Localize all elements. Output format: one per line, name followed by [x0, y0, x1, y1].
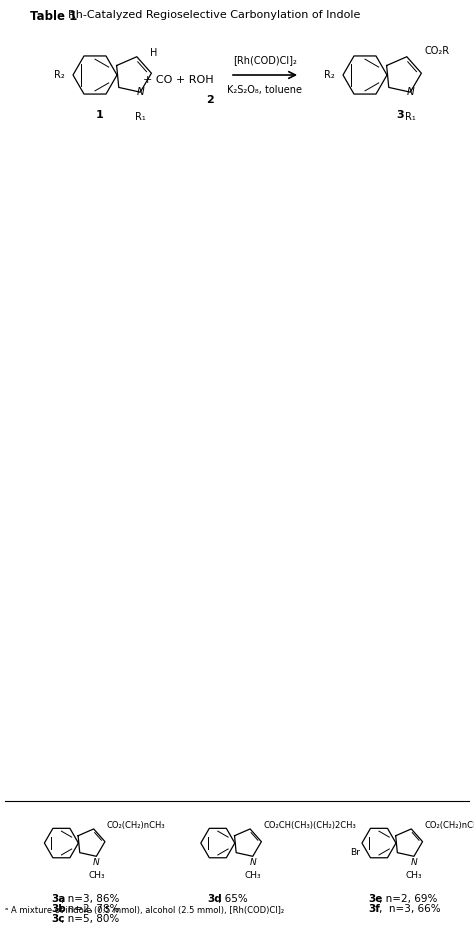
- Text: 3c: 3c: [51, 914, 64, 924]
- Text: N: N: [406, 87, 414, 97]
- Text: Br: Br: [350, 848, 360, 857]
- Text: + CO + ROH: + CO + ROH: [143, 75, 213, 85]
- Text: CO₂(CH₂)nCH₃: CO₂(CH₂)nCH₃: [425, 821, 474, 830]
- Text: 3d: 3d: [207, 894, 222, 904]
- Text: , n=2, 78%: , n=2, 78%: [61, 904, 119, 914]
- Text: K₂S₂O₈, toluene: K₂S₂O₈, toluene: [228, 85, 302, 95]
- Text: 3: 3: [396, 109, 404, 119]
- Text: 3b: 3b: [51, 904, 65, 914]
- Text: R₁: R₁: [405, 112, 416, 122]
- Text: ,  n=3, 66%: , n=3, 66%: [379, 904, 440, 914]
- Text: CO₂(CH₂)nCH₃: CO₂(CH₂)nCH₃: [107, 821, 165, 830]
- Text: , n=3, 86%: , n=3, 86%: [61, 894, 119, 904]
- Text: N: N: [93, 858, 100, 868]
- Text: CH₃: CH₃: [245, 870, 261, 880]
- Text: 3a: 3a: [51, 894, 65, 904]
- Text: N: N: [410, 858, 417, 868]
- Text: CO₂R: CO₂R: [424, 46, 449, 56]
- Text: 3f: 3f: [368, 904, 380, 914]
- Text: N: N: [249, 858, 256, 868]
- Text: R₂: R₂: [324, 70, 335, 80]
- Text: H: H: [150, 48, 157, 58]
- Text: CH₃: CH₃: [88, 870, 105, 880]
- Text: 1: 1: [96, 109, 104, 119]
- Text: CH₃: CH₃: [406, 870, 422, 880]
- Text: , 65%: , 65%: [218, 894, 247, 904]
- Text: R₂: R₂: [55, 70, 65, 80]
- Text: Rh-Catalyzed Regioselective Carbonylation of Indole: Rh-Catalyzed Regioselective Carbonylatio…: [68, 10, 360, 20]
- Text: 3e: 3e: [368, 894, 383, 904]
- Text: CO₂CH(CH₃)(CH₂)2CH₃: CO₂CH(CH₃)(CH₂)2CH₃: [264, 821, 356, 830]
- Text: Table 1: Table 1: [30, 10, 77, 23]
- Text: R₁: R₁: [135, 112, 146, 122]
- Text: ᵃ A mixture of indole (0.5 mmol), alcohol (2.5 mmol), [Rh(COD)Cl]₂: ᵃ A mixture of indole (0.5 mmol), alcoho…: [5, 907, 284, 916]
- Text: , n=2, 69%: , n=2, 69%: [379, 894, 437, 904]
- Text: , n=5, 80%: , n=5, 80%: [61, 914, 119, 924]
- Text: N: N: [137, 87, 144, 97]
- Text: [Rh(COD)Cl]₂: [Rh(COD)Cl]₂: [233, 55, 297, 65]
- Text: 2: 2: [206, 95, 214, 105]
